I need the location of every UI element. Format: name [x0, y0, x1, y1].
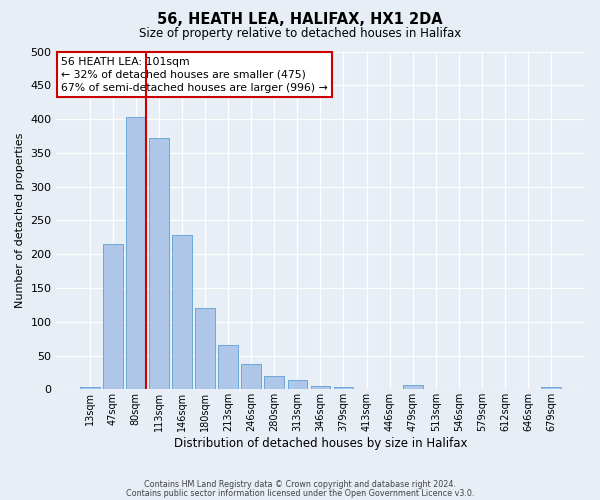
- Text: Contains HM Land Registry data © Crown copyright and database right 2024.: Contains HM Land Registry data © Crown c…: [144, 480, 456, 489]
- Bar: [218, 346, 238, 390]
- Text: 56 HEATH LEA: 101sqm
← 32% of detached houses are smaller (475)
67% of semi-deta: 56 HEATH LEA: 101sqm ← 32% of detached h…: [61, 56, 328, 93]
- Bar: [403, 385, 422, 390]
- Bar: [265, 376, 284, 390]
- Bar: [195, 308, 215, 390]
- Bar: [172, 236, 192, 390]
- Bar: [311, 386, 330, 390]
- Bar: [126, 117, 146, 390]
- Bar: [149, 138, 169, 390]
- Bar: [287, 380, 307, 390]
- Y-axis label: Number of detached properties: Number of detached properties: [15, 132, 25, 308]
- Bar: [80, 386, 100, 390]
- Bar: [241, 364, 261, 390]
- Bar: [541, 388, 561, 390]
- Bar: [103, 244, 122, 390]
- Text: Size of property relative to detached houses in Halifax: Size of property relative to detached ho…: [139, 28, 461, 40]
- Text: Contains public sector information licensed under the Open Government Licence v3: Contains public sector information licen…: [126, 488, 474, 498]
- Text: 56, HEATH LEA, HALIFAX, HX1 2DA: 56, HEATH LEA, HALIFAX, HX1 2DA: [157, 12, 443, 28]
- Bar: [334, 386, 353, 390]
- X-axis label: Distribution of detached houses by size in Halifax: Distribution of detached houses by size …: [173, 437, 467, 450]
